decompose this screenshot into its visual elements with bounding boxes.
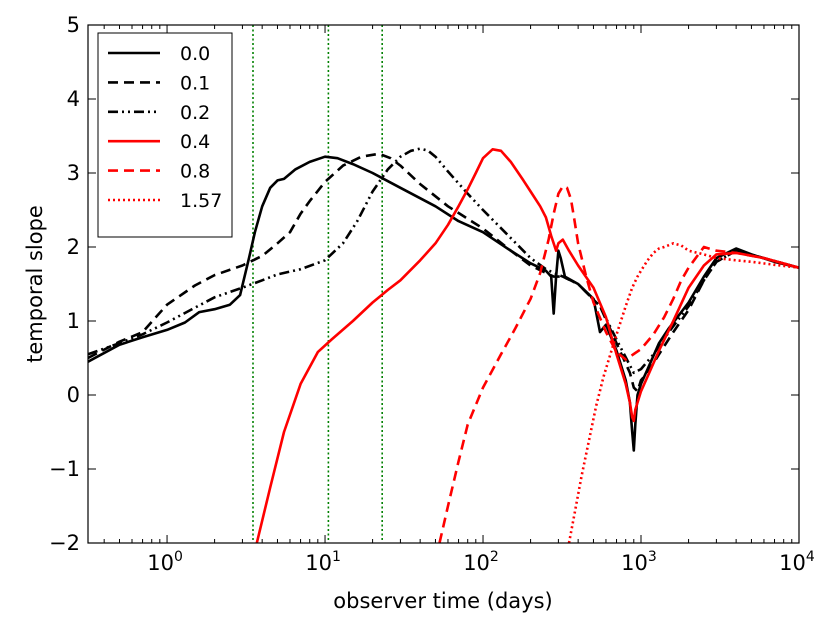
y-tick-label: 1	[67, 309, 80, 333]
y-tick-label: 5	[67, 13, 80, 37]
y-axis-label: temporal slope	[23, 205, 47, 363]
legend-label-0-1: 0.1	[180, 72, 210, 94]
legend-label-0-4: 0.4	[180, 131, 210, 153]
legend-label-0-8: 0.8	[180, 161, 210, 183]
x-tick-label: 104	[779, 549, 815, 575]
series-line-0-0	[88, 155, 799, 452]
legend-label-1-57: 1.57	[180, 190, 222, 212]
legend-label-0-0: 0.0	[180, 43, 210, 65]
y-tick-label: 4	[67, 87, 80, 111]
series-line-0-8	[438, 185, 799, 543]
series-line-0-1	[88, 152, 799, 393]
plot-frame	[87, 24, 800, 544]
y-tick-label: 3	[67, 161, 80, 185]
legend-frame	[97, 32, 233, 238]
legend: 0.0 0.1 0.2 0.4 0.8 1.57	[97, 32, 233, 238]
vertical-reference-lines	[252, 25, 383, 543]
x-tick-label: 102	[463, 549, 499, 575]
tick-labels: 100 101 102 103 104 −2 −1 0 1 2 3 4 5	[49, 13, 815, 575]
series-line-0-4	[255, 148, 799, 543]
x-tick-label: 101	[305, 549, 341, 575]
x-tick-label: 103	[621, 549, 657, 575]
series-line-0-2	[88, 147, 799, 375]
y-tick-label: 2	[67, 235, 80, 259]
y-tick-label: −1	[49, 457, 80, 481]
x-axis-label: observer time (days)	[333, 589, 552, 613]
y-tick-label: −2	[49, 531, 80, 555]
legend-label-0-2: 0.2	[180, 102, 210, 124]
series-layer	[88, 147, 799, 543]
y-tick-label: 0	[67, 383, 80, 407]
x-tick-label: 100	[147, 549, 183, 575]
